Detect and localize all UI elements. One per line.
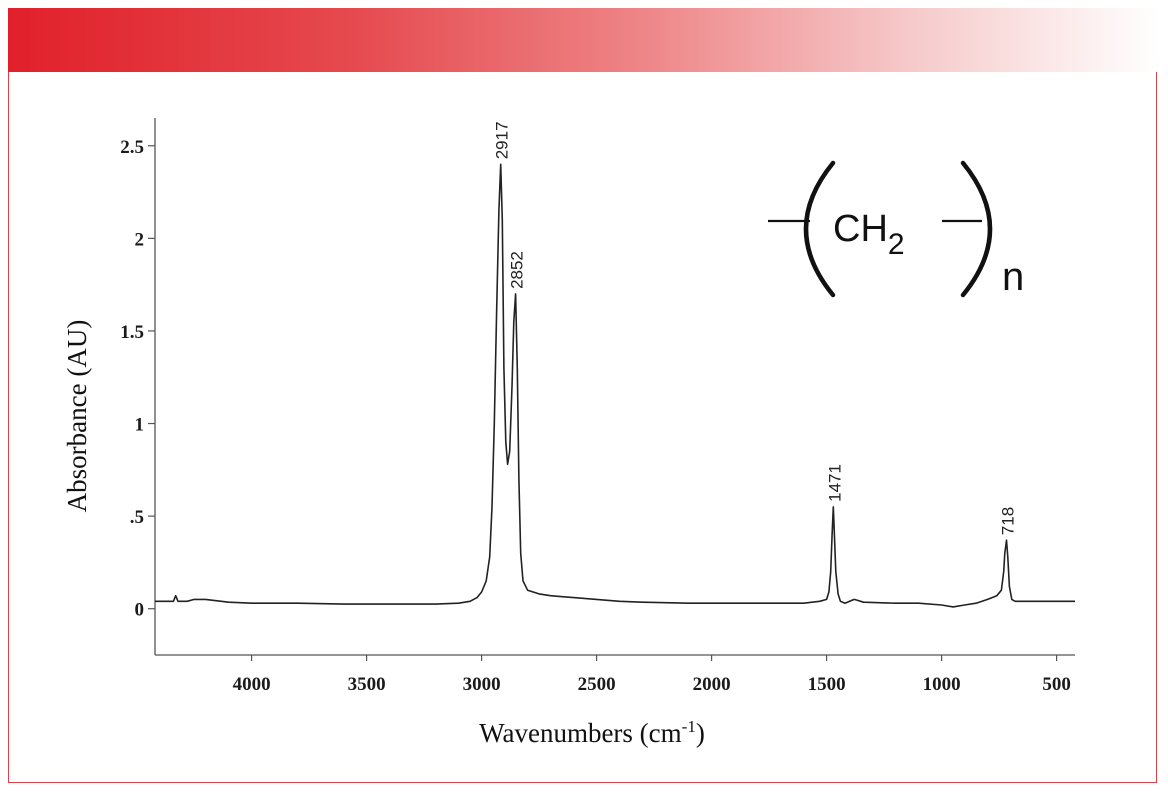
paren-left <box>803 160 836 298</box>
x-axis-title-main: Wavenumbers (cm <box>479 718 682 748</box>
spectrum-line <box>155 163 1075 608</box>
structure-group: CH2 <box>833 208 905 261</box>
structure-repeat: n <box>1002 255 1024 299</box>
figure-frame <box>8 72 1157 783</box>
x-tick-label: 3500 <box>348 674 386 695</box>
x-tick-label: 2500 <box>578 674 616 695</box>
polyethylene-structure: CH2 n <box>768 160 1024 299</box>
y-tick-label: .5 <box>130 507 144 528</box>
peak-label: 2852 <box>508 251 527 289</box>
x-tick-label: 500 <box>1042 674 1071 695</box>
axes <box>154 118 1075 656</box>
y-tick-label: 2.5 <box>120 137 144 158</box>
x-tick-label: 2000 <box>693 674 731 695</box>
peak-label: 2917 <box>493 121 512 159</box>
x-tick-label: 4000 <box>233 674 271 695</box>
y-tick-label: 1.5 <box>120 322 144 343</box>
y-tick-label: 1 <box>135 415 145 436</box>
structure-subscript: 2 <box>888 228 905 261</box>
x-tick-label: 1500 <box>808 674 846 695</box>
x-axis-title-suffix: ) <box>696 718 705 748</box>
peak-annotations: 2917 2852 1471 718 <box>493 121 1018 535</box>
x-axis-title: Wavenumbers (cm-1) <box>479 717 705 748</box>
peak-label: 1471 <box>825 464 844 502</box>
y-tick-label: 0 <box>135 600 145 621</box>
x-tick-label: 3000 <box>463 674 501 695</box>
x-axis-title-superscript: -1 <box>682 717 696 736</box>
y-axis-ticks: 0 .5 1 1.5 2 2.5 <box>120 137 155 621</box>
y-tick-label: 2 <box>135 229 145 250</box>
paren-right <box>960 160 993 298</box>
y-axis-title: Absorbance (AU) <box>62 320 92 513</box>
x-axis-ticks: 4000 3500 3000 2500 2000 1500 1000 500 <box>233 655 1071 695</box>
peak-label: 718 <box>998 507 1017 535</box>
x-tick-label: 1000 <box>923 674 961 695</box>
header-banner <box>8 8 1160 72</box>
plot-area <box>155 163 1075 608</box>
